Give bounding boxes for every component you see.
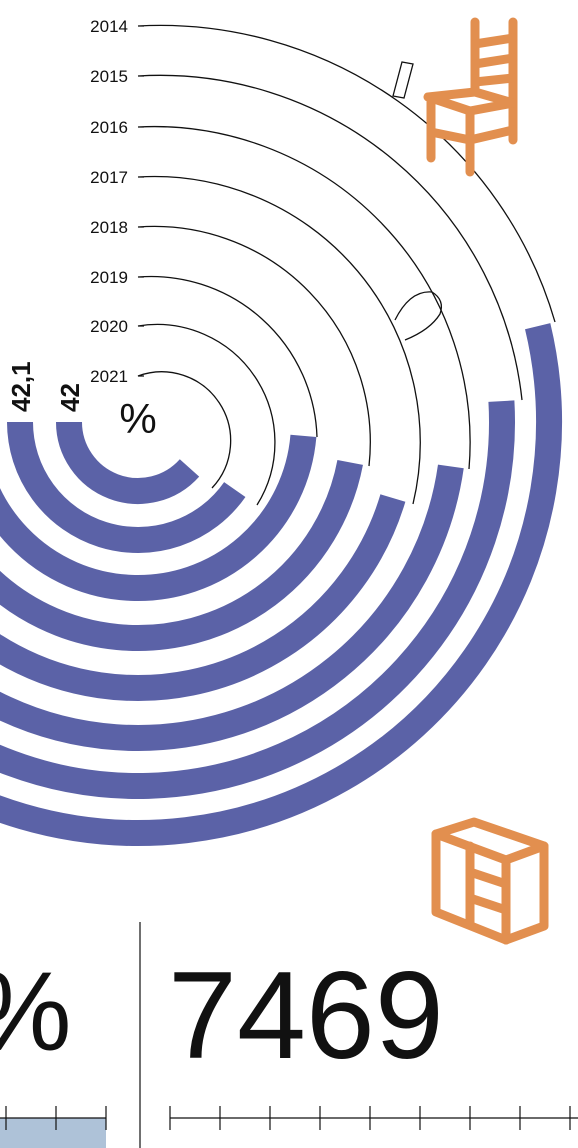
value-label-2021: 42 (55, 383, 85, 412)
bar-arc-2020 (7, 421, 246, 553)
year-label-2020: 2020 (90, 317, 128, 336)
year-label-2014: 2014 (90, 17, 128, 36)
guide-line-2015 (137, 74, 523, 401)
radial-chart: 2014 2015 2016 2017 2018 2019 2020 42,1 2021 42 (0, 17, 562, 846)
unit-label: % (119, 395, 156, 442)
right-stat-value: 7469 (168, 947, 444, 1085)
bar-arc-2021 (56, 421, 200, 504)
left-scale (0, 1106, 107, 1148)
guide-line-2018 (137, 225, 371, 467)
bar-arc-2014 (0, 323, 562, 846)
bar-arc-2017 (0, 494, 406, 701)
year-label-2016: 2016 (90, 118, 128, 137)
bar-arc-2016 (0, 464, 464, 751)
year-label-2015: 2015 (90, 67, 128, 86)
year-label-2017: 2017 (90, 168, 128, 187)
value-label-2020: 42,1 (6, 361, 36, 412)
bar-arc-2018 (0, 459, 363, 651)
left-stat-value: % (0, 949, 72, 1074)
guide-line-2019 (137, 275, 318, 438)
guide-line-2017 (137, 175, 421, 505)
decorative-ring-fragments (392, 61, 443, 341)
bar-arc-2015 (0, 400, 515, 799)
guide-line-2016 (137, 125, 471, 470)
year-label-2019: 2019 (90, 268, 128, 287)
guide-line-2014 (137, 24, 556, 323)
chair-icon (423, 17, 518, 177)
left-scale-fill (0, 1118, 106, 1148)
dresser-icon (431, 817, 549, 945)
year-label-2021: 2021 (90, 367, 128, 386)
guide-line-2020 (137, 323, 276, 506)
bar-arc-2019 (0, 434, 317, 601)
guide-line-2021 (137, 371, 232, 489)
right-scale (169, 1106, 578, 1130)
year-label-2018: 2018 (90, 218, 128, 237)
